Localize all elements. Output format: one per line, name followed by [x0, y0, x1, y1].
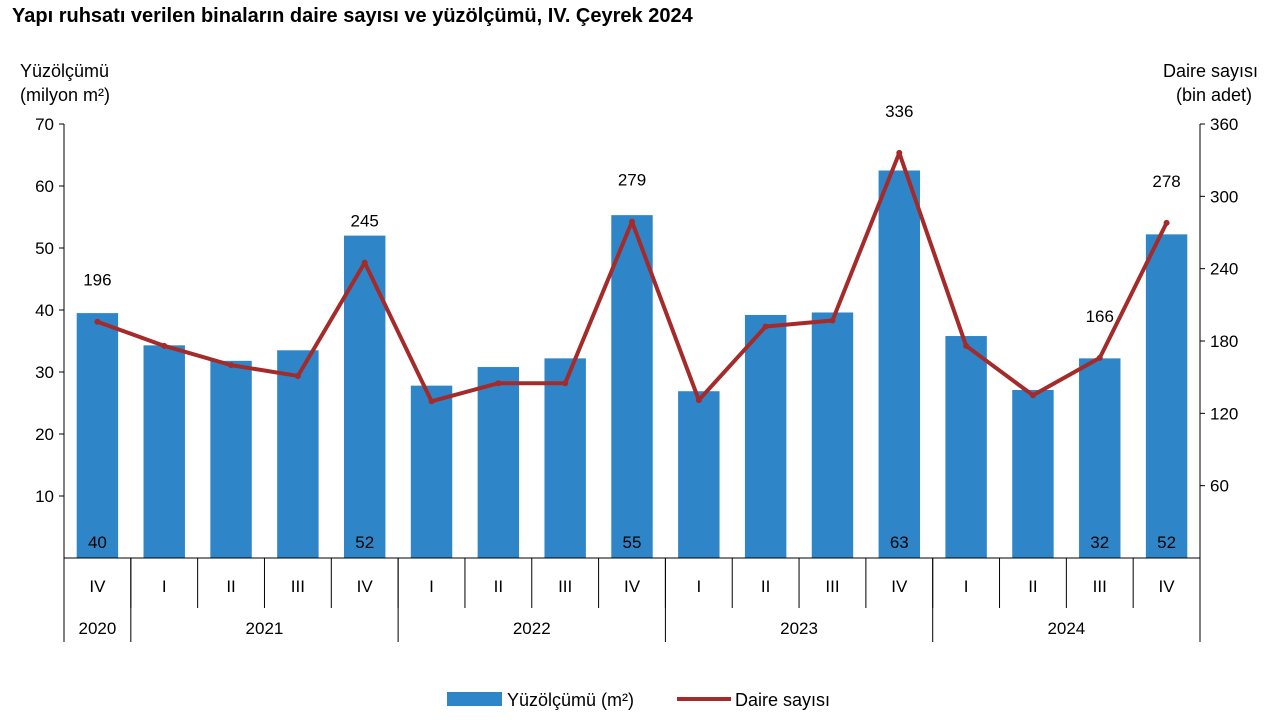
bar — [1079, 358, 1121, 558]
quarter-label: II — [494, 577, 503, 596]
y-left-label-line2: (milyon m²) — [20, 85, 110, 105]
line-point — [896, 149, 903, 156]
line-point — [428, 398, 435, 405]
year-label: 2023 — [780, 619, 818, 638]
line-point — [1029, 392, 1036, 399]
quarter-label: III — [291, 577, 305, 596]
quarter-label: II — [761, 577, 770, 596]
line-value-label: 245 — [351, 212, 379, 231]
line-value-label: 279 — [618, 171, 646, 190]
bar — [945, 336, 987, 558]
y-right-tick-label: 120 — [1210, 404, 1238, 423]
line-point — [495, 380, 502, 387]
line-series — [94, 149, 1170, 405]
bar — [544, 358, 586, 558]
year-label: 2024 — [1047, 619, 1085, 638]
y-left-tick-label: 70 — [35, 115, 54, 134]
bar — [76, 313, 119, 558]
y-right-label-line1: Daire sayısı — [1163, 61, 1258, 81]
quarter-label: IV — [89, 577, 106, 596]
line-point — [762, 323, 769, 330]
y-right-tick-label: 240 — [1210, 260, 1238, 279]
bar — [1145, 234, 1188, 559]
bar — [611, 215, 653, 558]
quarter-label: I — [162, 577, 167, 596]
quarter-label: II — [226, 577, 235, 596]
line-value-label: 196 — [83, 271, 111, 290]
line-point — [161, 342, 168, 349]
line-point — [294, 372, 301, 379]
bar-value-label: 32 — [1090, 533, 1109, 552]
bar — [1012, 389, 1054, 558]
line-point — [1096, 354, 1103, 361]
quarter-label: I — [429, 577, 434, 596]
line-point — [228, 362, 235, 369]
quarter-label: IV — [891, 577, 908, 596]
y-left-tick-label: 30 — [35, 363, 54, 382]
quarter-label: IV — [1159, 577, 1176, 596]
y-left-tick-label: 50 — [35, 239, 54, 258]
bar-value-label: 55 — [623, 533, 642, 552]
y-left-label-line1: Yüzölçümü — [20, 61, 109, 81]
legend-bar-swatch — [447, 692, 502, 706]
legend: Yüzölçümü (m²) Daire sayısı — [447, 690, 830, 710]
bar — [678, 391, 720, 558]
chart-title: Yapı ruhsatı verilen binaların daire say… — [12, 5, 694, 27]
bar — [811, 312, 854, 558]
bar-data-labels: 40 52 55 63 32 52 — [88, 533, 1176, 552]
axes: 10 20 30 40 50 60 70 60 120 180 240 300 360 — [35, 115, 1238, 559]
bar — [878, 170, 921, 558]
year-label: 2021 — [246, 619, 284, 638]
y-right-tick-label: 180 — [1210, 332, 1238, 351]
quarter-label: I — [696, 577, 701, 596]
line-point — [829, 317, 836, 324]
year-label: 2020 — [78, 619, 116, 638]
bar — [410, 385, 453, 558]
y-left-tick-label: 20 — [35, 425, 54, 444]
line-point — [94, 318, 101, 325]
line-point — [629, 218, 635, 225]
year-label: 2022 — [513, 619, 551, 638]
bar-series — [76, 170, 1188, 559]
quarter-label: III — [825, 577, 839, 596]
line-point — [963, 342, 970, 349]
line-point — [562, 380, 569, 387]
y-right-tick-label: 360 — [1210, 115, 1238, 134]
line-data-labels: 196 245 279 336 166 278 — [83, 102, 1181, 326]
bar — [744, 314, 787, 558]
bar — [143, 345, 185, 558]
bar-value-label: 52 — [355, 533, 374, 552]
quarter-label: IV — [357, 577, 374, 596]
y-left-tick-label: 60 — [35, 177, 54, 196]
legend-line-label: Daire sayısı — [735, 690, 830, 710]
line-value-label: 166 — [1086, 307, 1114, 326]
quarter-label: III — [558, 577, 572, 596]
bar-value-label: 40 — [88, 533, 107, 552]
y-right-tick-label: 60 — [1210, 477, 1229, 496]
y-left-tick-label: 10 — [35, 487, 54, 506]
y-left-tick-label: 40 — [35, 301, 54, 320]
line-value-label: 336 — [885, 102, 913, 121]
bar-value-label: 63 — [890, 533, 909, 552]
line-point — [695, 397, 702, 404]
bar — [477, 367, 520, 558]
y-right-label-line2: (bin adet) — [1176, 85, 1252, 105]
y-right-tick-label: 300 — [1210, 187, 1238, 206]
bar — [277, 350, 319, 558]
line-value-label: 278 — [1152, 172, 1180, 191]
quarter-label: III — [1093, 577, 1107, 596]
bar — [210, 360, 252, 558]
line-point — [1163, 219, 1170, 226]
quarter-label: IV — [624, 577, 641, 596]
legend-bar-label: Yüzölçümü (m²) — [507, 690, 634, 710]
quarter-label: II — [1028, 577, 1037, 596]
line-point — [361, 259, 368, 266]
quarter-label: I — [964, 577, 969, 596]
bar-value-label: 52 — [1157, 533, 1176, 552]
